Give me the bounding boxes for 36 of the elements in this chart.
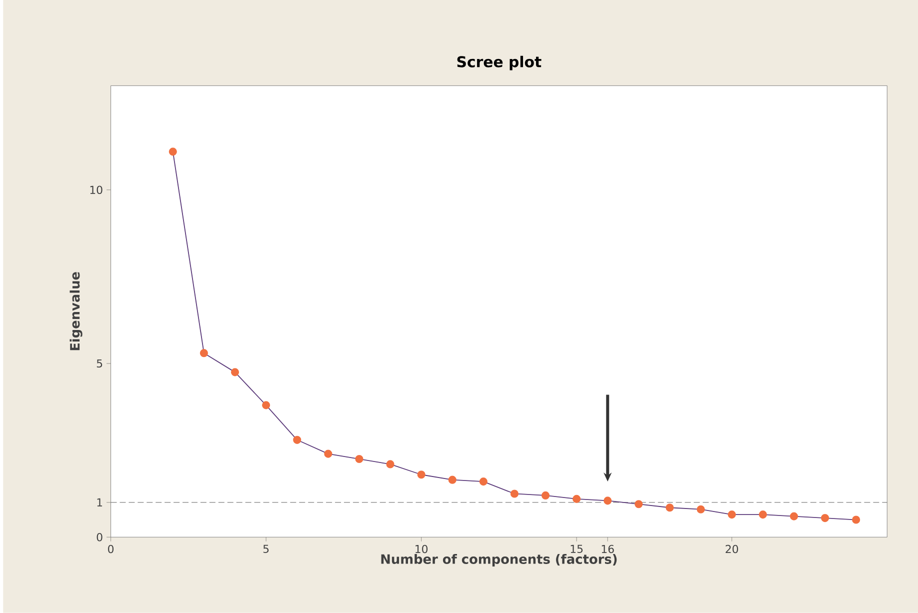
point bbox=[324, 450, 332, 458]
chart-title: Scree plot bbox=[457, 56, 542, 70]
point bbox=[510, 490, 519, 498]
x-tick-label: 0 bbox=[108, 544, 114, 554]
point bbox=[820, 514, 830, 522]
point bbox=[604, 496, 612, 505]
point bbox=[634, 500, 643, 508]
point bbox=[541, 491, 550, 500]
point bbox=[262, 401, 270, 410]
point bbox=[448, 476, 456, 484]
point bbox=[666, 504, 674, 512]
point bbox=[728, 510, 736, 519]
point bbox=[572, 494, 581, 504]
point bbox=[417, 470, 426, 479]
x-tick-label: 16 bbox=[602, 544, 614, 554]
x-tick-label: 10 bbox=[416, 544, 428, 554]
y-tick-label: 0 bbox=[96, 533, 102, 542]
point bbox=[790, 512, 798, 520]
point bbox=[200, 349, 208, 358]
point bbox=[355, 455, 364, 464]
y-tick-label: 1 bbox=[97, 498, 102, 506]
point bbox=[852, 516, 860, 524]
x-tick-label: 5 bbox=[263, 544, 269, 554]
x-tick-label: 15 bbox=[570, 544, 583, 554]
y-axis-title: Eigenvalue bbox=[70, 272, 82, 350]
point bbox=[758, 510, 767, 519]
point bbox=[230, 368, 240, 376]
point bbox=[168, 148, 177, 156]
y-tick-label: 10 bbox=[90, 186, 102, 194]
x-tick-label: 20 bbox=[726, 544, 738, 554]
y-tick-label: 5 bbox=[96, 360, 102, 368]
point bbox=[386, 460, 394, 468]
point bbox=[293, 436, 302, 444]
x-axis-title: Number of components (factors) bbox=[381, 554, 617, 567]
point bbox=[479, 478, 488, 486]
point bbox=[696, 505, 705, 514]
